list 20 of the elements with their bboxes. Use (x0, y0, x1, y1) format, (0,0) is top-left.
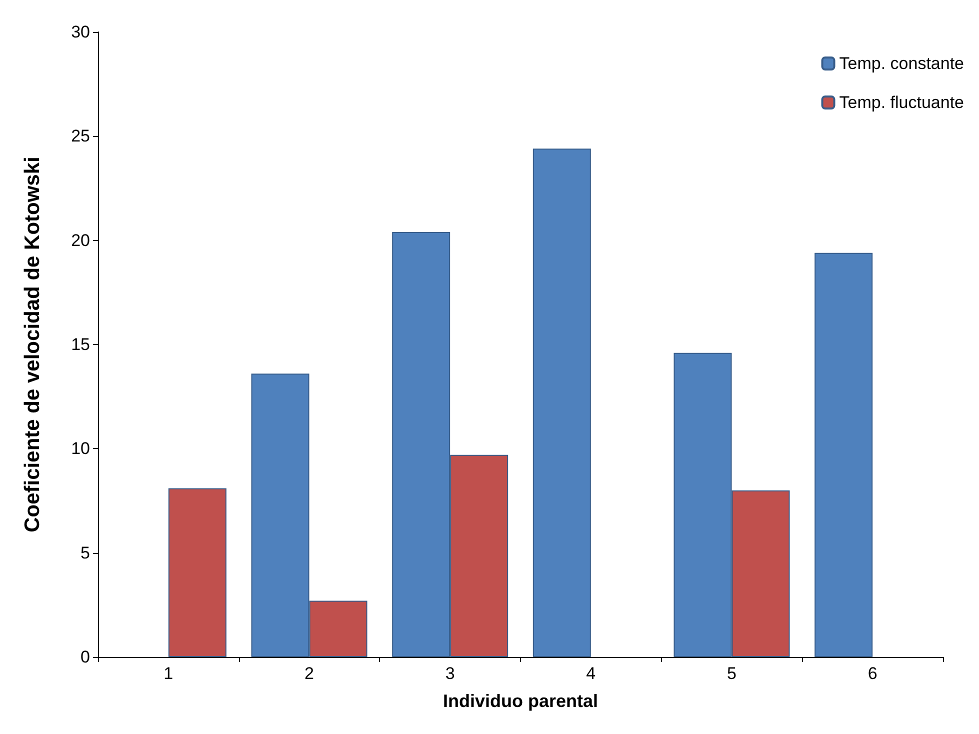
x-tick-label: 5 (727, 664, 736, 683)
bar (814, 252, 873, 657)
x-tick-label: 4 (586, 664, 596, 683)
bar (168, 488, 226, 657)
y-tick-label: 10 (71, 439, 90, 458)
x-tick-label: 6 (868, 664, 878, 683)
x-axis-title: Individuo parental (442, 691, 598, 711)
y-tick-label: 5 (80, 543, 90, 562)
y-axis-title: Coeficiente de velocidad de Kotowski (21, 156, 44, 532)
legend-label: Temp. fluctuante (839, 93, 964, 112)
y-tick-label: 15 (71, 335, 90, 354)
x-tick-label: 3 (445, 664, 455, 683)
y-tick-label: 25 (71, 126, 90, 146)
legend-label: Temp. constante (839, 54, 964, 73)
x-tick-label: 1 (164, 664, 174, 683)
x-tick-label: 2 (304, 664, 314, 683)
y-tick-label: 0 (80, 648, 90, 666)
bar (532, 148, 591, 657)
y-tick-label: 20 (71, 230, 90, 250)
y-tick-label: 30 (71, 22, 90, 42)
